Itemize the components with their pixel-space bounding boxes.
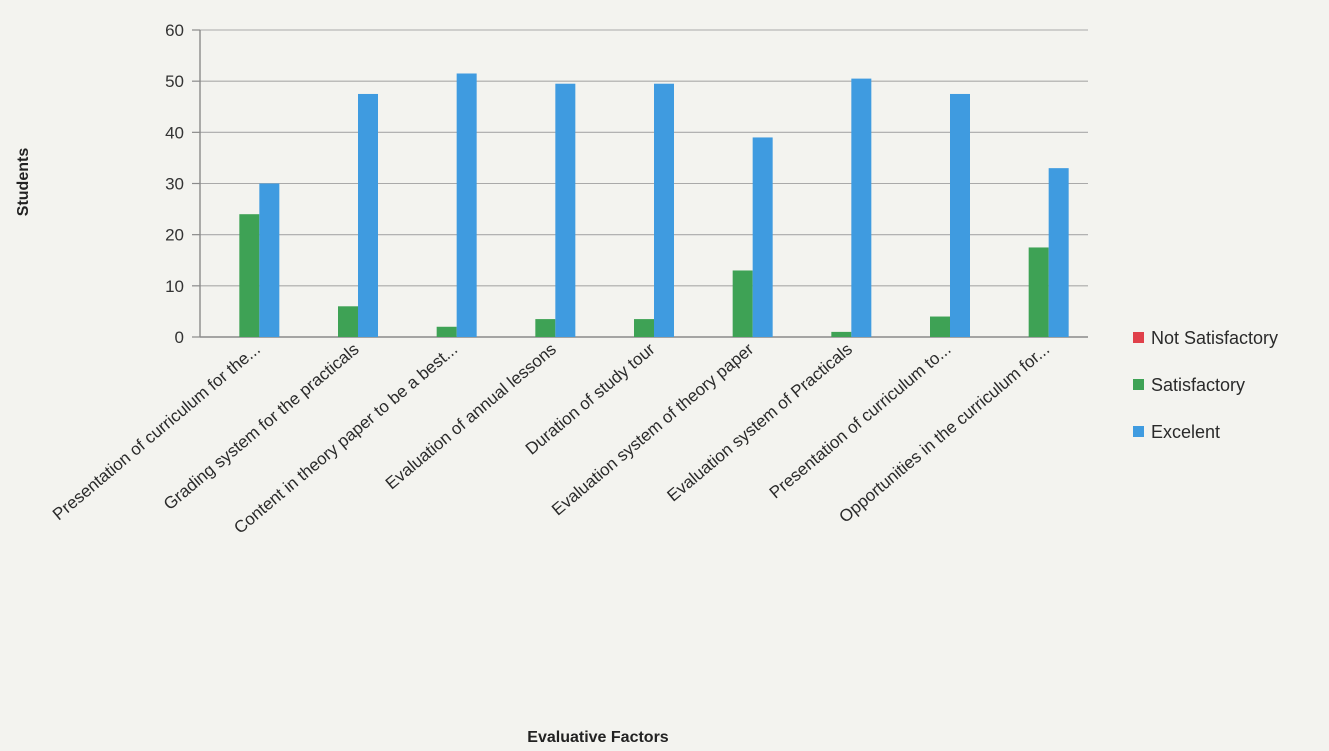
bar-excelent (259, 183, 280, 337)
bar-excelent (1048, 168, 1069, 337)
y-tick-label: 40 (165, 123, 184, 142)
bar-excelent (654, 83, 674, 337)
bar-satisfactory (239, 214, 260, 337)
x-axis: Presentation of curriculum for the...Gra… (49, 339, 1053, 537)
bar-satisfactory (930, 316, 950, 337)
bar-satisfactory (732, 270, 753, 337)
bar-satisfactory (535, 319, 556, 337)
x-tick-label: Grading system for the practicals (160, 340, 363, 514)
x-tick-label: Presentation of curriculum to... (766, 340, 955, 503)
legend: Not Satisfactory Satisfactory Excelent (1133, 328, 1278, 442)
bar-excelent (555, 83, 576, 337)
bar-satisfactory (436, 326, 457, 337)
y-tick-label: 30 (165, 175, 184, 194)
x-tick-label: Presentation of curriculum for the... (49, 340, 264, 525)
legend-label: Excelent (1151, 422, 1220, 442)
x-tick-label: Opportunities in the curriculum for... (835, 340, 1053, 527)
bar-satisfactory (1028, 247, 1049, 337)
bar-satisfactory (831, 331, 852, 337)
bar-excelent (456, 73, 477, 337)
y-tick-label: 0 (175, 328, 184, 347)
x-tick-label: Evaluation of annual lessons (382, 340, 560, 494)
x-axis-title: Evaluative Factors (527, 729, 669, 746)
legend-swatch (1133, 426, 1144, 437)
y-tick-label: 20 (165, 226, 184, 245)
legend-swatch (1133, 332, 1144, 343)
y-tick-label: 50 (165, 72, 184, 91)
bar-satisfactory (634, 319, 654, 337)
y-axis-title: Students (15, 148, 32, 217)
x-tick-label: Evaluation system of theory paper (548, 339, 757, 519)
legend-label: Not Satisfactory (1151, 328, 1278, 348)
bars (239, 73, 1069, 337)
legend-swatch (1133, 379, 1144, 390)
bar-satisfactory (338, 306, 358, 337)
bar-excelent (851, 78, 872, 337)
bar-excelent (950, 93, 970, 337)
y-tick-label: 60 (165, 21, 184, 40)
legend-label: Satisfactory (1151, 375, 1245, 395)
x-tick-label: Content in theory paper to be a best... (230, 340, 461, 538)
bar-excelent (752, 137, 773, 337)
bar-excelent (358, 93, 378, 337)
y-tick-label: 10 (165, 277, 184, 296)
x-tick-label: Evaluation system of Practicals (663, 340, 855, 506)
y-axis: 0 10 20 30 40 50 60 (165, 21, 201, 347)
